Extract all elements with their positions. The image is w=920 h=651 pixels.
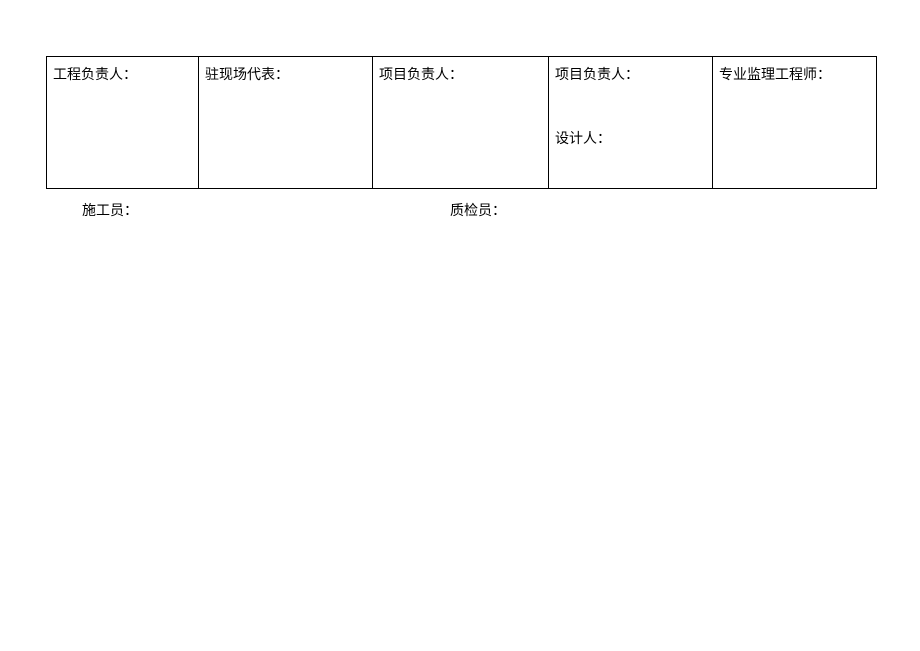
quality-inspector-label: 质检员： <box>450 200 506 220</box>
cell-project-responsible: 工程负责人： <box>47 57 199 189</box>
cell-label: 工程负责人： <box>53 65 192 87</box>
cell-label: 项目负责人： <box>379 65 542 87</box>
table-row: 工程负责人： 驻现场代表： 项目负责人： 项目负责人： 设计人： 专业监理工程师… <box>47 57 877 189</box>
cell-label: 专业监理工程师： <box>719 65 870 87</box>
construction-worker-label: 施工员： <box>82 200 138 220</box>
cell-project-manager-2: 项目负责人： 设计人： <box>549 57 713 189</box>
cell-label-secondary: 设计人： <box>555 129 706 151</box>
cell-label: 项目负责人： <box>555 65 706 87</box>
cell-project-manager-1: 项目负责人： <box>373 57 549 189</box>
bottom-labels: 施工员： 质检员： <box>46 200 876 220</box>
cell-site-representative: 驻现场代表： <box>199 57 373 189</box>
signature-table: 工程负责人： 驻现场代表： 项目负责人： 项目负责人： 设计人： 专业监理工程师… <box>46 56 877 189</box>
cell-supervision-engineer: 专业监理工程师： <box>713 57 877 189</box>
cell-label: 驻现场代表： <box>205 65 366 87</box>
